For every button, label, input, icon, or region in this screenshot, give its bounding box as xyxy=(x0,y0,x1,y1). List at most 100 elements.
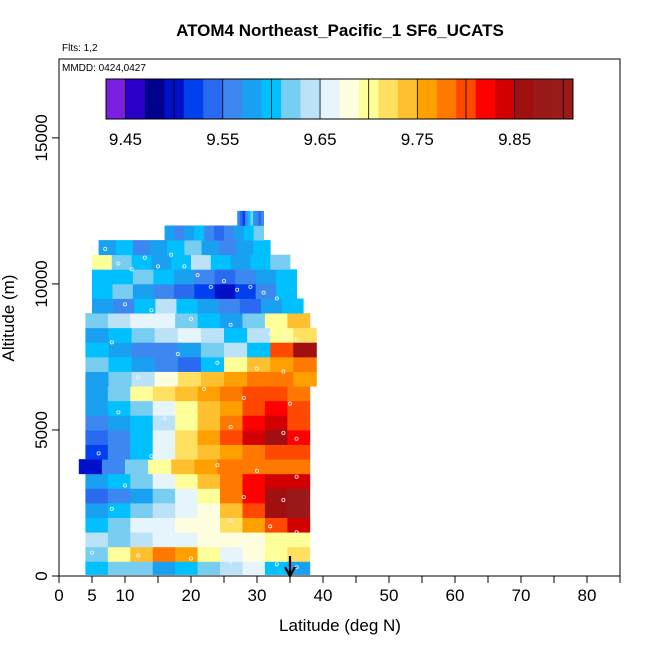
heatmap-cell xyxy=(293,342,317,358)
x-tick-label: 5 xyxy=(87,586,96,605)
sample-point xyxy=(221,278,226,283)
colorbar-bin xyxy=(242,79,262,119)
heatmap-cell xyxy=(184,225,195,241)
y-tick-label: 15000 xyxy=(32,114,51,161)
heatmap-cell xyxy=(197,444,221,460)
sample-point xyxy=(188,556,193,561)
heatmap-cell xyxy=(174,225,185,241)
sample-point xyxy=(235,287,240,292)
sample-point xyxy=(294,436,299,441)
heatmap-cell xyxy=(247,327,271,343)
heatmap-cell xyxy=(175,488,198,504)
heatmap-cell xyxy=(107,473,131,489)
sample-point xyxy=(281,498,286,503)
heatmap-cell xyxy=(197,532,221,548)
heatmap-cell xyxy=(224,342,248,358)
heatmap-cell xyxy=(253,225,264,241)
heatmap-cell xyxy=(107,559,131,575)
colorbar-bin xyxy=(144,79,165,119)
heatmap-cell xyxy=(235,269,257,285)
heatmap-cell xyxy=(107,386,131,402)
sample-point xyxy=(215,463,220,468)
heatmap-cell xyxy=(197,400,221,416)
heatmap-cell xyxy=(253,240,271,256)
heatmap-cell xyxy=(220,386,243,402)
chart-title: ATOM4 Northeast_Pacific_1 SF6_UCATS xyxy=(176,21,504,40)
heatmap-cell xyxy=(287,400,311,416)
sample-point xyxy=(142,255,147,260)
heatmap-cell xyxy=(242,517,266,533)
sample-point xyxy=(228,322,233,327)
heatmap-cell xyxy=(264,502,288,518)
heatmap-cell xyxy=(201,240,220,256)
colorbar: 9.45 9.55 9.65 9.75 9.85 xyxy=(105,78,574,149)
heatmap-cell xyxy=(92,254,113,270)
heatmap-cell xyxy=(220,400,243,416)
heatmap-cell xyxy=(264,313,288,329)
colorbar-tick-label: 9.65 xyxy=(303,130,336,149)
sample-point xyxy=(182,264,187,269)
heatmap-cell xyxy=(177,356,202,372)
heatmap-cell xyxy=(108,342,132,358)
colorbar-bin xyxy=(125,79,146,119)
heatmap-cell xyxy=(150,240,168,256)
heatmap-cell xyxy=(107,517,131,533)
heatmap-cell xyxy=(197,473,221,489)
heatmap-cell xyxy=(107,488,131,504)
heatmap-cell xyxy=(247,356,271,372)
heatmap-cell xyxy=(263,459,288,475)
heatmap-cell xyxy=(175,473,198,489)
heatmap-cell xyxy=(85,313,109,329)
heatmap-cell xyxy=(85,532,109,548)
heatmap-cell xyxy=(85,444,109,460)
heatmap-cell xyxy=(264,386,288,402)
heatmap-cell xyxy=(293,371,317,387)
heatmap-cell xyxy=(152,559,176,575)
sample-point xyxy=(268,331,273,336)
colorbar-bin xyxy=(475,79,496,119)
heatmap-cell xyxy=(130,473,154,489)
heatmap-cell xyxy=(197,546,221,562)
heatmap-cell xyxy=(173,269,195,285)
colorbar-bin xyxy=(281,79,301,119)
heatmap-cell xyxy=(108,356,132,372)
heatmap-cell xyxy=(200,371,225,387)
heatmap-cell xyxy=(293,356,317,372)
heatmap-cell xyxy=(131,327,156,343)
heatmap-cell xyxy=(239,298,262,314)
heatmap-cell xyxy=(194,225,205,241)
heatmap-cell xyxy=(130,400,154,416)
sample-point xyxy=(188,316,193,321)
heatmap-cell xyxy=(220,444,243,460)
heatmap-cell xyxy=(197,488,221,504)
y-tick-label: 10000 xyxy=(32,260,51,307)
heatmap-cell xyxy=(260,298,283,314)
heatmap-cell xyxy=(152,517,176,533)
sample-point xyxy=(274,296,279,301)
heatmap-cell xyxy=(194,459,218,475)
sample-point xyxy=(175,512,180,517)
heatmap-cell xyxy=(220,488,243,504)
x-tick-label: 30 xyxy=(248,586,267,605)
sample-point xyxy=(261,290,266,295)
heatmap-cell xyxy=(155,298,177,314)
heatmap-cell xyxy=(85,415,109,431)
heatmap-cell xyxy=(191,254,212,270)
sample-point xyxy=(254,468,259,473)
heatmap-cell xyxy=(98,240,117,256)
sample-point xyxy=(96,451,101,456)
sample-point xyxy=(90,550,95,555)
heatmap-cell xyxy=(152,488,176,504)
sample-point xyxy=(294,337,299,342)
heatmap-cell xyxy=(107,429,131,445)
heatmap-cell xyxy=(78,459,103,475)
sample-point xyxy=(294,530,299,535)
heatmap-cell xyxy=(177,342,202,358)
heatmap-cell xyxy=(107,444,131,460)
heatmap-cell xyxy=(85,488,109,504)
heatmap-cell xyxy=(242,502,266,518)
heatmap-cell xyxy=(264,444,288,460)
heatmap-cell xyxy=(152,473,176,489)
heatmap-cell xyxy=(154,356,179,372)
